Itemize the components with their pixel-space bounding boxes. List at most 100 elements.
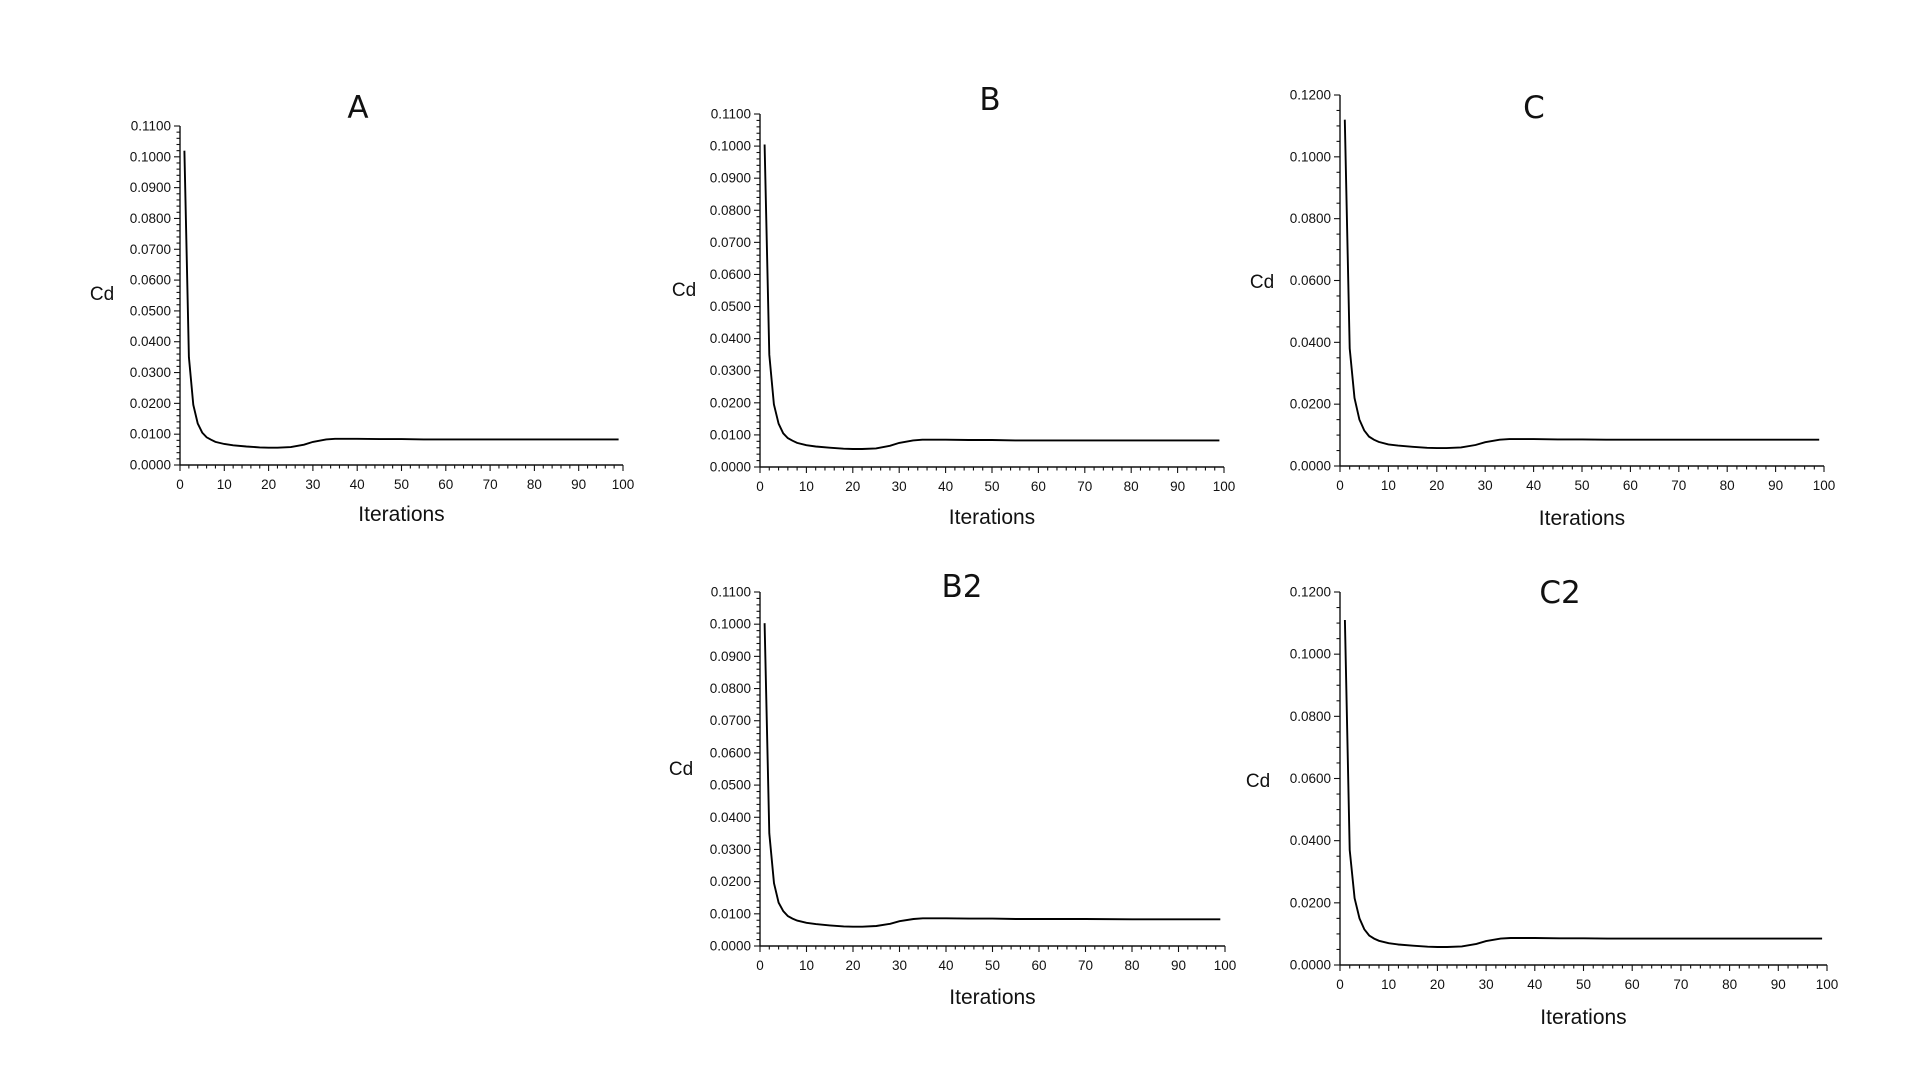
y-axis-label: Cd (1250, 272, 1274, 293)
x-tick-label: 60 (1031, 958, 1046, 973)
x-tick-label: 60 (1031, 479, 1046, 494)
chart-panel-a: A 0.0000 0.0100 0.0200 0.0300 0.0400 0.0500 0.0… (90, 90, 634, 526)
y-tick-label: 0.1000 (710, 139, 751, 154)
x-tick-label: 10 (217, 477, 232, 492)
y-tick-label: 0.0400 (1290, 335, 1331, 350)
y-tick-label: 0.0800 (1290, 211, 1331, 226)
x-tick-label: 80 (1720, 478, 1735, 493)
y-tick-label: 0.0900 (710, 171, 751, 186)
y-tick-label: 0.0600 (130, 273, 171, 288)
x-tick-label: 30 (892, 958, 907, 973)
x-tick-label: 70 (1671, 478, 1686, 493)
y-tick-label: 0.0700 (710, 713, 751, 728)
y-axis-label: Cd (669, 759, 693, 780)
cd-series-line-b2 (763, 623, 1221, 928)
x-tick-label: 0 (1336, 977, 1344, 992)
y-tick-label: 0.1000 (1290, 647, 1331, 662)
chart-title: B (979, 82, 1000, 118)
y-tick-label: 0.0000 (710, 939, 751, 954)
y-tick-label: 0.0600 (710, 745, 751, 760)
x-axis-label: Iterations (949, 506, 1035, 529)
x-tick-label: 100 (1213, 479, 1236, 494)
y-tick-label: 0.0200 (1290, 397, 1331, 412)
y-tick-label: 0.0700 (130, 242, 171, 257)
chart-title: A (347, 90, 368, 126)
y-tick-label: 0.0100 (710, 427, 751, 442)
y-tick-label: 0.0800 (710, 681, 751, 696)
chart-title: B2 (942, 569, 983, 605)
x-tick-label: 10 (799, 958, 814, 973)
x-tick-label: 30 (1478, 478, 1493, 493)
x-tick-label: 40 (1527, 977, 1542, 992)
x-tick-label: 10 (799, 479, 814, 494)
y-tick-label: 0.0000 (1290, 958, 1331, 973)
x-tick-label: 50 (1576, 977, 1591, 992)
y-axis-label: Cd (90, 284, 114, 305)
y-tick-label: 0.0200 (1290, 895, 1331, 910)
y-tick-label: 0.0200 (710, 395, 751, 410)
y-tick-label: 0.0300 (130, 365, 171, 380)
chart-panel-b: B 0.0000 0.0100 0.0200 0.0300 0.0400 0.0500 0.0… (672, 82, 1235, 529)
x-tick-label: 30 (892, 479, 907, 494)
x-tick-label: 60 (438, 477, 453, 492)
x-tick-label: 100 (1816, 977, 1839, 992)
y-tick-label: 0.1000 (1290, 149, 1331, 164)
x-tick-label: 30 (1479, 977, 1494, 992)
x-tick-label: 40 (938, 479, 953, 494)
x-tick-label: 50 (984, 479, 999, 494)
y-tick-label: 0.0400 (710, 810, 751, 825)
x-tick-label: 80 (1722, 977, 1737, 992)
chart-panel-c: C 0.0000 0.0200 0.0400 0.0600 0.0800 0.1000 0.1… (1250, 88, 1835, 531)
x-tick-label: 40 (350, 477, 365, 492)
x-tick-label: 90 (1771, 977, 1786, 992)
y-tick-label: 0.1000 (710, 617, 751, 632)
y-tick-label: 0.1100 (711, 585, 751, 600)
y-tick-label: 0.0000 (1290, 459, 1331, 474)
y-tick-label: 0.1100 (711, 107, 751, 122)
x-tick-label: 20 (845, 958, 860, 973)
x-tick-label: 90 (1768, 478, 1783, 493)
y-tick-label: 0.0000 (130, 458, 171, 473)
x-tick-label: 30 (305, 477, 320, 492)
y-tick-label: 0.0800 (130, 211, 171, 226)
y-tick-label: 0.1000 (130, 149, 171, 164)
y-tick-label: 0.0300 (710, 363, 751, 378)
y-tick-label: 0.0100 (710, 906, 751, 921)
cd-series-line-a (183, 150, 619, 449)
x-tick-label: 0 (1336, 478, 1344, 493)
chart-panel-b2: B2 0.0000 0.0100 0.0200 0.0300 0.0400 0.0500 0.… (669, 569, 1236, 1009)
x-tick-label: 50 (985, 958, 1000, 973)
chart-title: C2 (1539, 575, 1580, 611)
y-tick-label: 0.1100 (131, 119, 171, 134)
x-tick-label: 90 (1170, 479, 1185, 494)
chart-panel-c2: C2 0.0000 0.0200 0.0400 0.0600 0.0800 0.1000 0.… (1246, 575, 1838, 1029)
x-tick-label: 10 (1381, 478, 1396, 493)
cd-series-line-b (763, 144, 1220, 450)
x-axis-label: Iterations (1539, 507, 1625, 530)
x-tick-label: 40 (1526, 478, 1541, 493)
x-tick-label: 0 (756, 958, 764, 973)
y-tick-label: 0.0700 (710, 235, 751, 250)
y-tick-label: 0.1200 (1290, 585, 1331, 600)
x-tick-label: 60 (1623, 478, 1638, 493)
x-tick-label: 10 (1381, 977, 1396, 992)
y-tick-label: 0.0600 (1290, 771, 1331, 786)
x-tick-label: 50 (1574, 478, 1589, 493)
x-tick-label: 0 (756, 479, 764, 494)
x-tick-label: 90 (1171, 958, 1186, 973)
chart-title: C (1523, 90, 1545, 126)
x-tick-label: 50 (394, 477, 409, 492)
y-tick-label: 0.0800 (1290, 709, 1331, 724)
y-tick-label: 0.0900 (130, 180, 171, 195)
y-tick-label: 0.0500 (710, 778, 751, 793)
x-tick-label: 70 (1078, 958, 1093, 973)
y-tick-label: 0.0600 (1290, 273, 1331, 288)
y-tick-label: 0.0500 (130, 303, 171, 318)
cd-series-line-c2 (1343, 619, 1823, 948)
y-tick-label: 0.0200 (710, 874, 751, 889)
x-tick-label: 60 (1625, 977, 1640, 992)
cd-series-line-c (1343, 119, 1820, 450)
x-tick-label: 100 (1214, 958, 1237, 973)
x-tick-label: 20 (1430, 977, 1445, 992)
